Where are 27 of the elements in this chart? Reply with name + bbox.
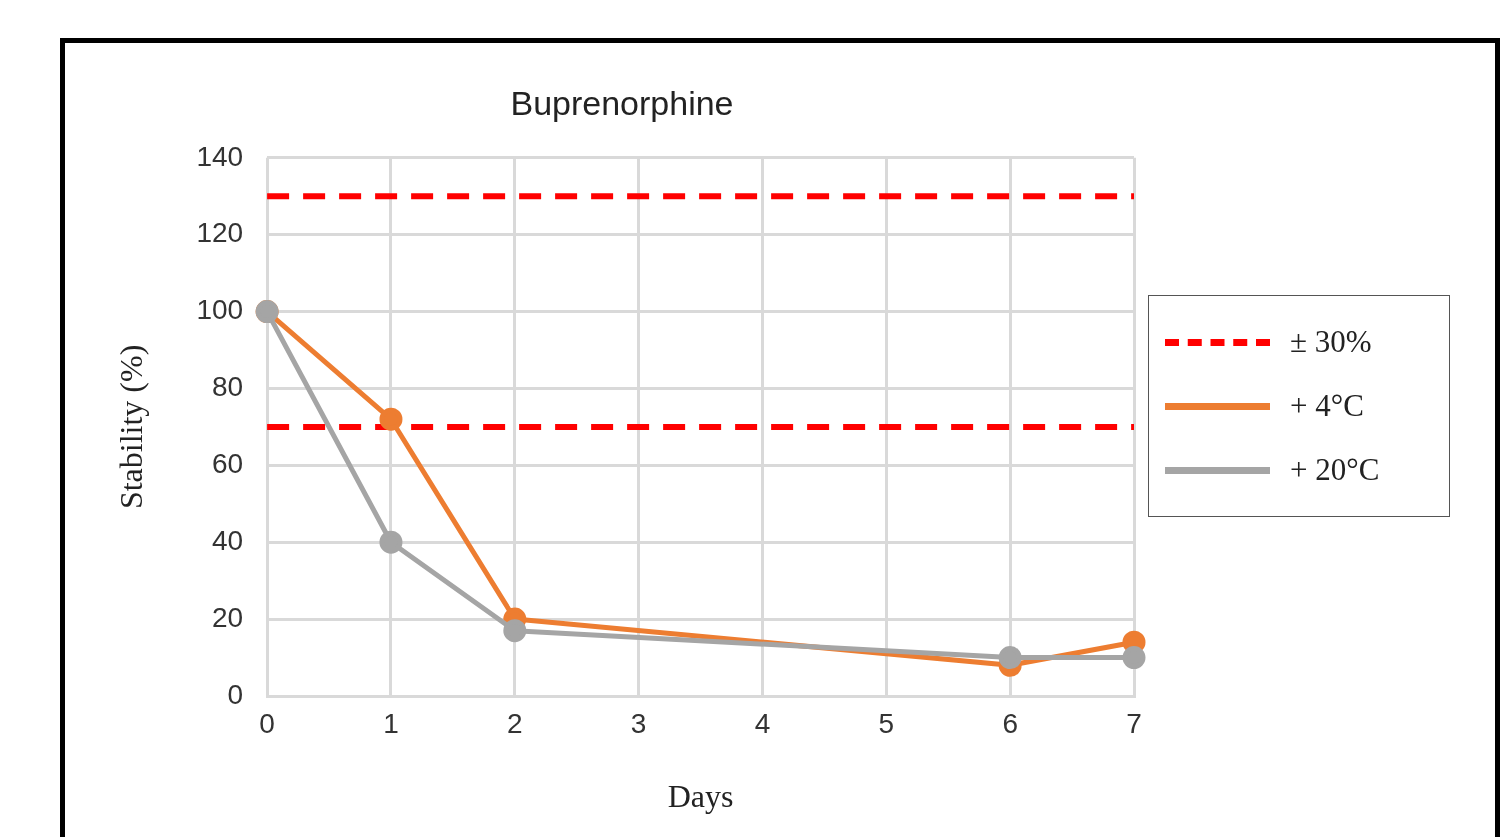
x-tick-label: 5	[878, 707, 895, 739]
point	[1122, 646, 1146, 670]
y-tick-label: 40	[211, 524, 244, 556]
legend-label: + 4°C	[1290, 388, 1364, 424]
point	[998, 646, 1022, 670]
y-tick-label: 140	[196, 140, 244, 172]
point	[503, 619, 527, 643]
x-tick-label: 4	[754, 707, 771, 739]
y-tick-label: 80	[211, 371, 244, 403]
y-tick-label: 120	[196, 217, 244, 249]
x-tick-label: 0	[259, 707, 275, 739]
x-tick-label: 6	[1002, 707, 1018, 739]
y-tick-label: 100	[196, 294, 244, 326]
legend-label: ± 30%	[1290, 324, 1372, 360]
x-tick-label: 3	[630, 707, 647, 739]
point	[379, 530, 403, 554]
x-tick-label: 1	[383, 707, 399, 739]
chart-title: Buprenorphine	[510, 83, 734, 122]
point	[379, 407, 403, 431]
x-tick-label: 2	[507, 707, 523, 739]
y-tick-label: 0	[227, 678, 244, 710]
x-tick-label: 7	[1126, 707, 1142, 739]
legend-label: + 20°C	[1290, 452, 1380, 488]
y-tick-label: 20	[211, 601, 244, 633]
y-tick-label: 60	[211, 448, 244, 480]
y-axis-title: Stability (%)	[112, 344, 149, 510]
x-axis-title: Days	[667, 778, 734, 815]
